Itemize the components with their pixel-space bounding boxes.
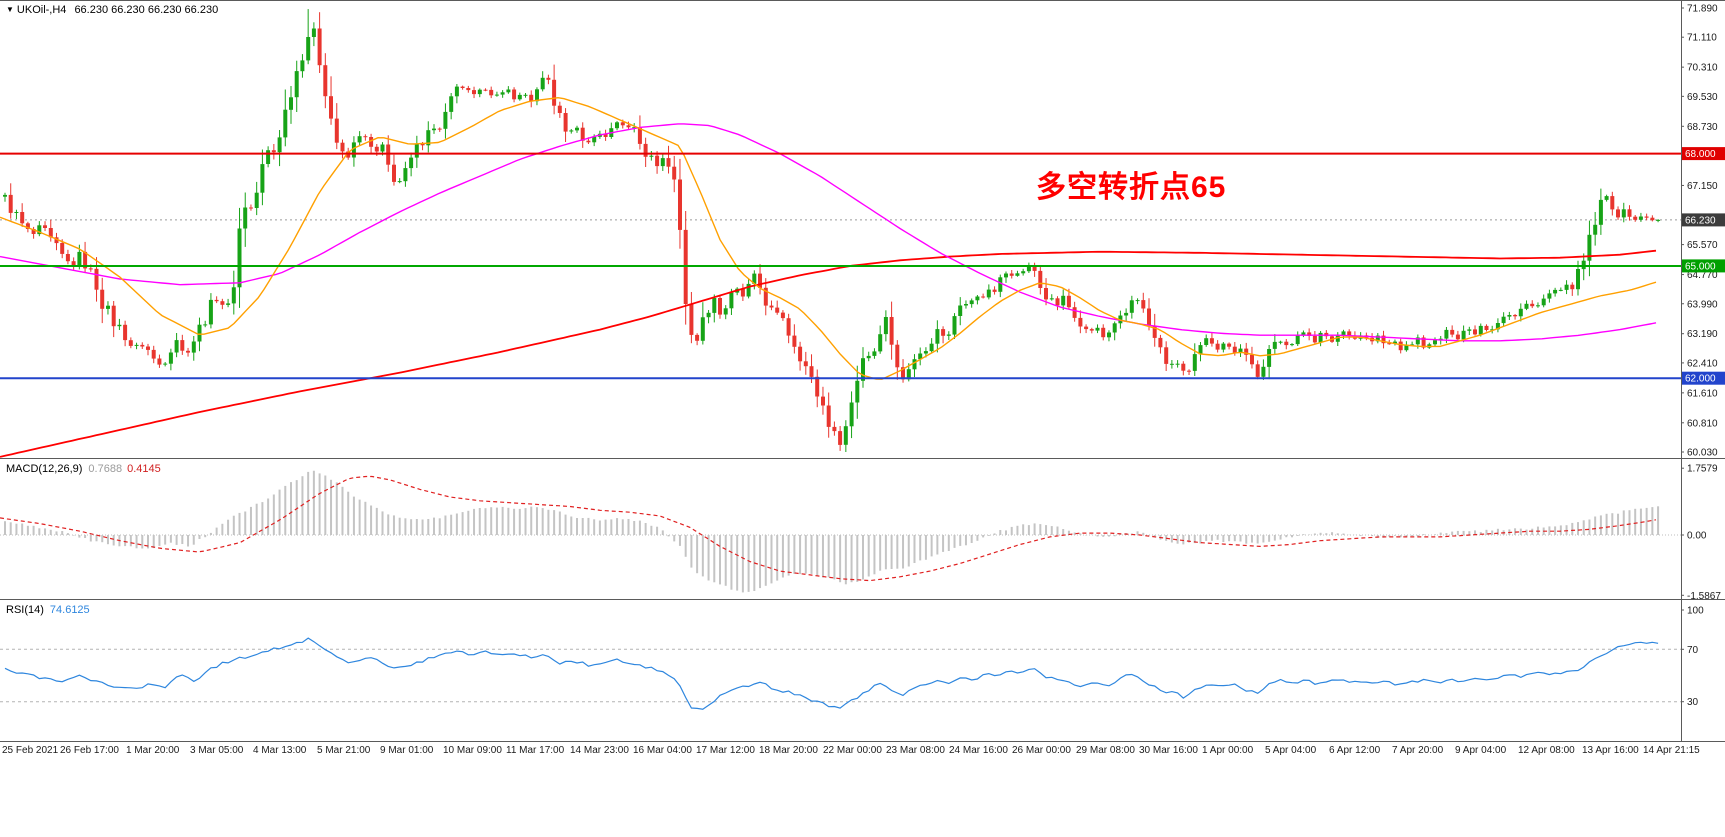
svg-text:-1.5867: -1.5867 (1687, 591, 1721, 602)
macd-signal-value: 0.4145 (127, 463, 161, 475)
svg-text:9 Apr 04:00: 9 Apr 04:00 (1455, 745, 1507, 756)
svg-text:7 Apr 20:00: 7 Apr 20:00 (1392, 745, 1444, 756)
rsi-panel-area[interactable] (0, 637, 1681, 710)
svg-text:6 Apr 12:00: 6 Apr 12:00 (1329, 745, 1381, 756)
svg-text:71.890: 71.890 (1687, 4, 1718, 15)
svg-text:9 Mar 01:00: 9 Mar 01:00 (380, 745, 434, 756)
svg-text:61.610: 61.610 (1687, 388, 1718, 399)
macd-axis[interactable]: 1.7579 0.00 -1.5867 (1681, 464, 1721, 602)
macd-main-value: 0.7688 (88, 463, 123, 475)
svg-text:100: 100 (1687, 606, 1704, 617)
rsi-axis[interactable]: 100 70 30 (1681, 606, 1704, 709)
svg-text:30 Mar 16:00: 30 Mar 16:00 (1139, 745, 1198, 756)
price-annotation-text: 多空转折点65 (1036, 171, 1227, 204)
svg-text:14 Apr 21:15: 14 Apr 21:15 (1643, 745, 1700, 756)
svg-text:70: 70 (1687, 645, 1699, 656)
rsi-label: RSI(14) (6, 604, 44, 616)
svg-text:70.310: 70.310 (1687, 63, 1718, 74)
chart-header: ▼ UKOil-,H4 66.230 66.230 66.230 66.230 (6, 4, 218, 16)
svg-text:1 Mar 20:00: 1 Mar 20:00 (126, 745, 180, 756)
rsi-header: RSI(14) 74.6125 (6, 604, 90, 616)
svg-text:13 Apr 16:00: 13 Apr 16:00 (1582, 745, 1639, 756)
svg-text:62.410: 62.410 (1687, 358, 1718, 369)
svg-text:22 Mar 00:00: 22 Mar 00:00 (823, 745, 882, 756)
svg-text:69.530: 69.530 (1687, 92, 1718, 103)
svg-text:60.810: 60.810 (1687, 418, 1718, 429)
svg-text:66.230: 66.230 (1685, 215, 1716, 226)
time-axis[interactable]: 25 Feb 2021 26 Feb 17:00 1 Mar 20:00 3 Mar … (2, 745, 1700, 756)
svg-text:11 Mar 17:00: 11 Mar 17:00 (506, 745, 565, 756)
svg-text:62.000: 62.000 (1685, 374, 1716, 385)
svg-text:63.990: 63.990 (1687, 299, 1718, 310)
macd-header: MACD(12,26,9) 0.7688 0.4145 (6, 463, 161, 475)
svg-text:12 Apr 08:00: 12 Apr 08:00 (1518, 745, 1575, 756)
svg-text:65.000: 65.000 (1685, 261, 1716, 272)
ohlc-values: 66.230 66.230 66.230 66.230 (74, 4, 219, 16)
horizontal-level-lines[interactable] (0, 152, 1681, 380)
symbol-timeframe-label: UKOil-,H4 (16, 4, 67, 16)
svg-text:25 Feb 2021: 25 Feb 2021 (2, 745, 59, 756)
price-chart-area[interactable] (0, 9, 1681, 458)
svg-text:17 Mar 12:00: 17 Mar 12:00 (696, 745, 755, 756)
svg-text:16 Mar 04:00: 16 Mar 04:00 (633, 745, 692, 756)
svg-text:1.7579: 1.7579 (1687, 464, 1718, 475)
svg-text:71.110: 71.110 (1687, 33, 1717, 44)
panel-borders (0, 0, 1725, 742)
svg-text:26 Feb 17:00: 26 Feb 17:00 (60, 745, 119, 756)
svg-text:67.150: 67.150 (1687, 181, 1718, 192)
candlestick-series (3, 9, 1661, 452)
svg-text:30: 30 (1687, 697, 1699, 708)
svg-text:4 Mar 13:00: 4 Mar 13:00 (253, 745, 307, 756)
macd-label: MACD(12,26,9) (6, 463, 83, 475)
svg-text:64.770: 64.770 (1687, 270, 1718, 281)
svg-text:65.570: 65.570 (1687, 240, 1718, 251)
macd-histogram (4, 470, 1660, 593)
svg-text:68.730: 68.730 (1687, 122, 1718, 133)
svg-text:60.030: 60.030 (1687, 448, 1718, 459)
macd-panel-area[interactable] (0, 470, 1681, 593)
svg-text:0.00: 0.00 (1687, 531, 1707, 542)
chevron-down-icon[interactable]: ▼ (6, 5, 14, 14)
svg-text:29 Mar 08:00: 29 Mar 08:00 (1076, 745, 1135, 756)
svg-text:18 Mar 20:00: 18 Mar 20:00 (759, 745, 818, 756)
svg-text:68.000: 68.000 (1685, 149, 1716, 160)
svg-text:14 Mar 23:00: 14 Mar 23:00 (570, 745, 629, 756)
svg-text:5 Mar 21:00: 5 Mar 21:00 (317, 745, 371, 756)
ma-slow-red-line (0, 249, 1657, 458)
ma-fast-orange-line (0, 96, 1657, 380)
svg-text:63.190: 63.190 (1687, 329, 1718, 340)
svg-text:5 Apr 04:00: 5 Apr 04:00 (1265, 745, 1317, 756)
svg-text:3 Mar 05:00: 3 Mar 05:00 (190, 745, 244, 756)
svg-text:1 Apr 00:00: 1 Apr 00:00 (1202, 745, 1254, 756)
ma-mid-magenta-line (0, 123, 1657, 342)
svg-text:10 Mar 09:00: 10 Mar 09:00 (443, 745, 502, 756)
rsi-value: 74.6125 (49, 604, 90, 616)
svg-text:26 Mar 00:00: 26 Mar 00:00 (1012, 745, 1071, 756)
svg-text:24 Mar 16:00: 24 Mar 16:00 (949, 745, 1008, 756)
price-axis[interactable]: 71.890 71.110 70.310 69.530 68.730 67.150 65.5… (1681, 4, 1725, 459)
rsi-line (4, 637, 1659, 710)
svg-text:23 Mar 08:00: 23 Mar 08:00 (886, 745, 945, 756)
